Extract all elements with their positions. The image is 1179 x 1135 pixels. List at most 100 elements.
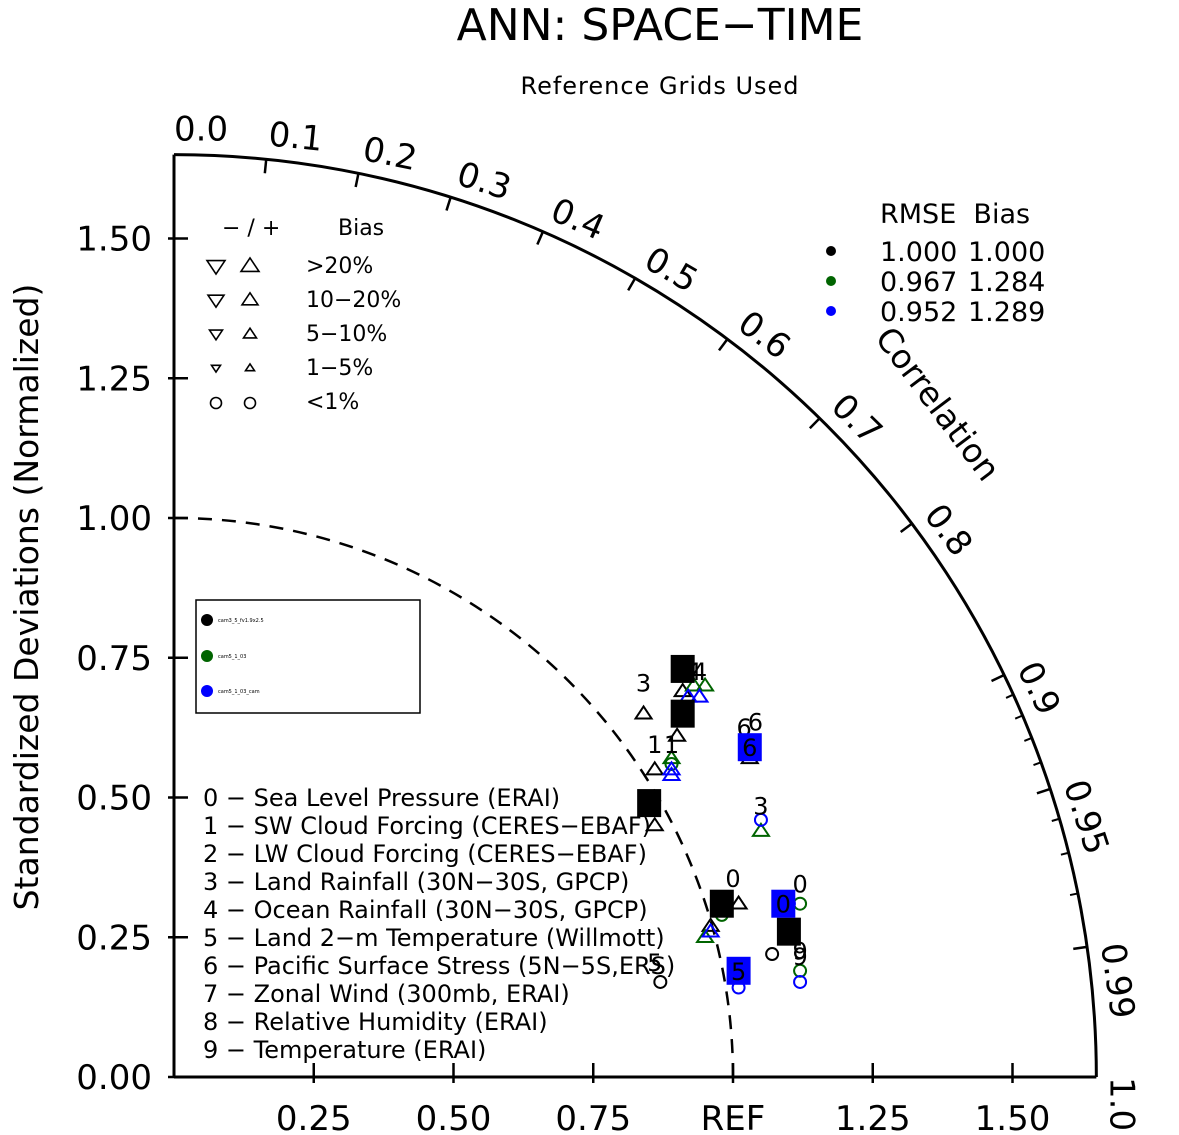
- summary-dot-case1: [826, 246, 836, 256]
- data-point: [644, 760, 665, 776]
- variable-item-1: 1 − SW Cloud Forcing (CERES−EBAF): [203, 812, 651, 840]
- point-label: 0: [725, 865, 740, 893]
- bias-legend-row-0: >20%: [306, 254, 373, 279]
- y-tick-label: 1.25: [76, 359, 152, 399]
- bias-legend-row-2: 5−10%: [306, 322, 387, 347]
- point-label-boxed: 8: [642, 790, 657, 818]
- correlation-tick: [990, 673, 1005, 683]
- summary-dot-case3: [826, 306, 836, 316]
- x-tick-label: 0.50: [416, 1099, 492, 1135]
- triangle-down-icon: [205, 259, 227, 276]
- data-point: [689, 687, 710, 703]
- point-label-boxed: 7: [714, 891, 729, 919]
- data-point: [728, 894, 749, 910]
- x-tick-label: 1.25: [835, 1099, 911, 1135]
- triangle-down-icon: [206, 294, 226, 309]
- correlation-label: Correlation: [868, 319, 1009, 488]
- data-point: [633, 704, 654, 720]
- data-point: [661, 760, 682, 776]
- point-label-box: [637, 789, 662, 818]
- correlation-tick: [627, 277, 637, 291]
- correlation-tick: [808, 417, 821, 430]
- summary-legend: RMSE Bias 1.000 1.000 0.967 1.284 0.952 …: [826, 199, 1045, 328]
- y-axis-label: Standardized Deviations (Normalized): [7, 284, 46, 911]
- point-label-boxed: 2: [675, 701, 690, 729]
- data-point: [661, 766, 682, 781]
- correlation-minor-tick: [1051, 817, 1060, 822]
- correlation-minor-tick: [1014, 714, 1023, 720]
- bias-legend-row-3: 1−5%: [306, 356, 373, 381]
- data-point: [684, 676, 704, 692]
- variable-item-8: 8 − Relative Humidity (ERAI): [203, 1008, 548, 1036]
- correlation-tick-label: 0.6: [730, 303, 797, 367]
- data-point: [644, 816, 665, 832]
- bias-legend: − / + Bias >20% 10−20% 5−10% 1−5% <1%: [205, 216, 401, 415]
- data-point: [695, 676, 715, 692]
- bias-legend-row-1: 10−20%: [306, 288, 401, 313]
- point-label: 1: [647, 731, 662, 759]
- correlation-tick-label: 0.2: [359, 129, 420, 179]
- correlation-tick: [1036, 787, 1051, 795]
- point-label: 0: [792, 871, 807, 899]
- correlation-tick: [899, 522, 913, 533]
- summary-bias-case1: 1.000: [968, 237, 1045, 268]
- variable-item-3: 3 − Land Rainfall (30N−30S, GPCP): [203, 868, 629, 896]
- correlation-tick-label: 0.0: [174, 110, 228, 150]
- data-marks-group: 315061403964942879056: [633, 654, 808, 995]
- correlation-minor-tick: [1005, 693, 1014, 699]
- data-point: [751, 822, 771, 837]
- data-point: [793, 974, 808, 989]
- point-label: 9: [792, 943, 807, 971]
- summary-dot-case2: [826, 276, 836, 286]
- correlation-tick-label: 0.4: [545, 190, 611, 248]
- x-tick-label: 0.75: [555, 1099, 631, 1135]
- summary-rmse-case2: 0.967: [880, 267, 957, 298]
- x-tick-label: REF: [701, 1099, 766, 1135]
- point-label: 4: [692, 658, 707, 686]
- y-tick-label: 0.50: [76, 779, 152, 819]
- point-label: 3: [753, 792, 768, 820]
- bias-legend-bias-header: Bias: [338, 216, 384, 241]
- correlation-tick: [354, 173, 360, 188]
- reference-std-arc: [173, 516, 735, 1078]
- data-point: [753, 812, 768, 827]
- correlation-tick-label: 0.9: [1009, 655, 1069, 721]
- correlation-minor-tick: [1060, 851, 1069, 856]
- variable-item-5: 5 − Land 2−m Temperature (Willmott): [203, 924, 665, 952]
- variable-item-6: 6 − Pacific Surface Stress (5N−5S,ERS): [203, 952, 675, 980]
- case-legend-dot-1: [201, 614, 213, 626]
- point-label-box: [709, 889, 734, 918]
- triangle-up-icon: [240, 291, 260, 306]
- point-label-boxed: 6: [742, 734, 757, 762]
- correlation-minor-tick: [1069, 892, 1079, 897]
- case-legend-box: [195, 599, 421, 714]
- correlation-tick-label: 1.0: [1101, 1077, 1141, 1131]
- point-label: 6: [748, 708, 763, 736]
- point-label-boxed: 4: [675, 656, 690, 684]
- point-label-boxed: 0: [776, 891, 791, 919]
- point-label-box: [726, 956, 751, 985]
- data-point: [667, 727, 687, 742]
- point-label-box: [670, 654, 695, 683]
- triangle-down-icon: [210, 364, 222, 374]
- case-legend-dot-2: [201, 650, 213, 662]
- correlation-tick-label: 0.1: [267, 114, 325, 159]
- triangle-up-icon: [239, 256, 261, 273]
- point-label-box: [737, 733, 762, 762]
- summary-rmse-case1: 1.000: [880, 237, 957, 268]
- case-legend-label-1: cam3_5_fv1.9x2.5: [218, 618, 264, 624]
- case-legend-label-2: cam5_1_03: [218, 654, 246, 660]
- correlation-minor-tick: [1023, 737, 1033, 742]
- point-label-boxed: 5: [731, 958, 746, 986]
- correlation-tick: [445, 196, 452, 211]
- triangle-down-icon: [208, 329, 224, 342]
- bias-legend-sign-header: − / +: [222, 216, 280, 241]
- variable-item-2: 2 − LW Cloud Forcing (CERES−EBAF): [203, 840, 647, 868]
- variable-item-7: 7 − Zonal Wind (300mb, ERAI): [203, 980, 570, 1008]
- correlation-tick: [718, 338, 729, 352]
- x-tick-label: 0.25: [276, 1099, 352, 1135]
- data-point: [664, 756, 679, 771]
- summary-rmse-case3: 0.952: [880, 297, 957, 328]
- correlation-tick-label: 0.7: [823, 386, 890, 452]
